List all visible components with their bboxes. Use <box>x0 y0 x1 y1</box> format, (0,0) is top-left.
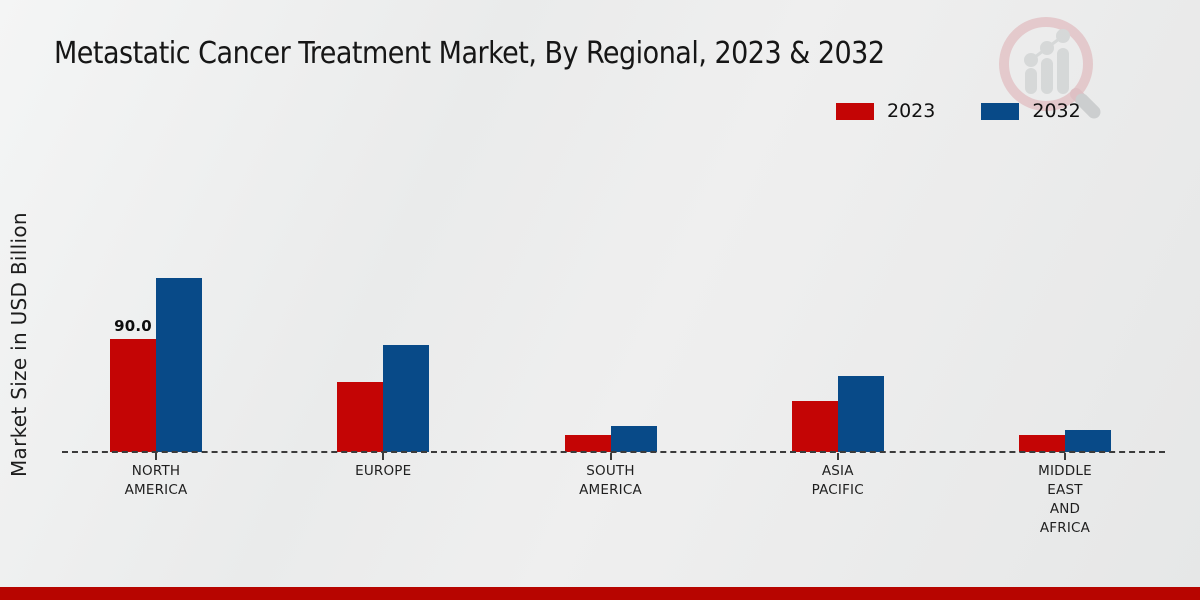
magnifier-bar-chart-logo-icon <box>999 17 1101 119</box>
footer-red-strip <box>0 587 1200 600</box>
plot-area: 90.0 NORTH AMERICA EUROPE SOUTH AMERICA ASIA… <box>62 260 1165 536</box>
x-axis-tick <box>609 453 612 460</box>
x-axis-tick <box>836 453 839 460</box>
category-label-middle-east-and-africa: MIDDLE EAST AND AFRICA <box>1038 463 1092 537</box>
legend: 2023 2032 <box>836 100 1081 122</box>
legend-swatch-icon <box>836 102 874 120</box>
bar-2032-south-america <box>610 426 657 452</box>
x-axis-dashed-baseline <box>62 451 1165 453</box>
bar-2032-europe <box>383 345 430 452</box>
bar-group-europe: EUROPE <box>337 260 430 479</box>
category-label-asia-pacific: ASIA PACIFIC <box>811 463 864 499</box>
bar-value-label-2023-north-america: 90.0 <box>114 317 152 335</box>
bar-group-middle-east-and-africa: MIDDLE EAST AND AFRICA <box>1019 260 1111 536</box>
legend-item-2032: 2032 <box>981 100 1081 122</box>
bar-2032-asia-pacific <box>837 376 884 452</box>
x-axis-tick <box>155 453 157 460</box>
bar-2023-middle-east-and-africa <box>1019 435 1065 452</box>
legend-swatch-icon <box>981 102 1020 120</box>
bar-2023-asia-pacific <box>791 401 838 452</box>
bar-2032-middle-east-and-africa <box>1065 430 1111 452</box>
bar-group-asia-pacific: ASIA PACIFIC <box>791 260 884 498</box>
x-axis-tick <box>1064 453 1066 460</box>
legend-item-2023: 2023 <box>836 100 935 122</box>
bar-2023-europe <box>337 382 384 452</box>
y-axis-label: Market Size in USD Billion <box>7 212 31 478</box>
bar-group-south-america: SOUTH AMERICA <box>564 260 657 498</box>
chart-title: Metastatic Cancer Treatment Market, By R… <box>54 36 885 71</box>
bar-group-north-america: 90.0 NORTH AMERICA <box>110 260 202 498</box>
bar-2023-north-america <box>110 339 156 452</box>
bar-2023-south-america <box>564 435 611 452</box>
category-label-europe: EUROPE <box>355 463 412 479</box>
x-axis-tick <box>382 453 385 460</box>
category-label-north-america: NORTH AMERICA <box>124 463 188 499</box>
legend-label: 2023 <box>887 100 936 122</box>
category-label-south-america: SOUTH AMERICA <box>579 463 642 499</box>
legend-label: 2032 <box>1032 100 1081 122</box>
bar-2032-north-america <box>156 278 202 452</box>
